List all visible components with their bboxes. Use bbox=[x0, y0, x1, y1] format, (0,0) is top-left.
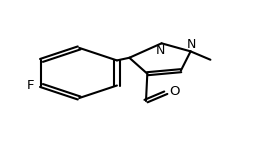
Text: N: N bbox=[155, 44, 165, 57]
Text: N: N bbox=[187, 38, 197, 51]
Text: O: O bbox=[169, 85, 180, 98]
Text: F: F bbox=[27, 79, 34, 92]
